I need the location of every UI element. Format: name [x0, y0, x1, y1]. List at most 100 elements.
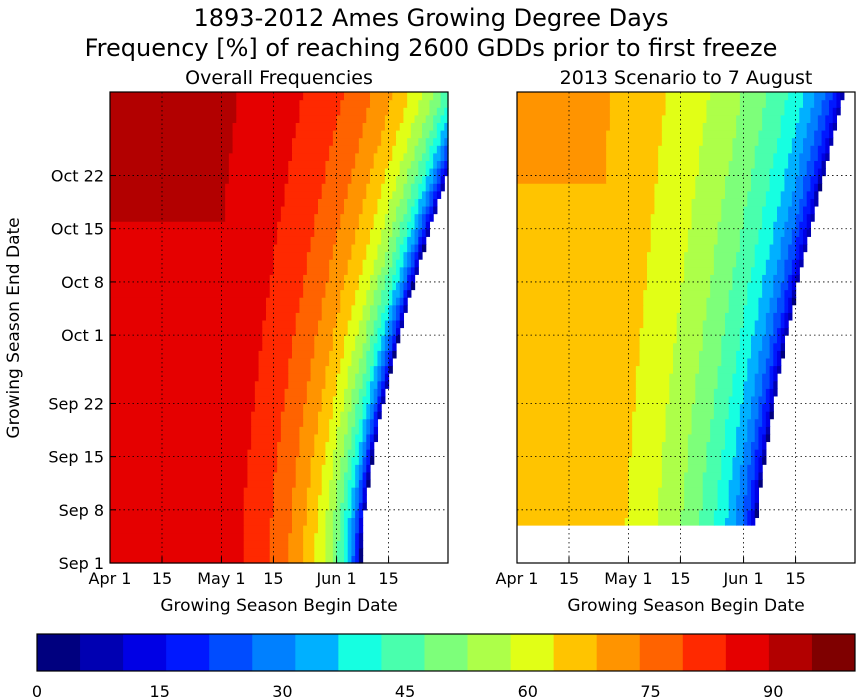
- colorbar-swatch: [639, 634, 684, 671]
- heatmap-cell: [373, 433, 379, 443]
- heatmap-cell: [821, 152, 826, 161]
- heatmap-cell: [747, 433, 756, 443]
- heatmap-cell: [517, 335, 641, 344]
- heatmap-cell: [732, 152, 756, 161]
- heatmap-cell: [814, 99, 823, 108]
- heatmap-cell: [803, 92, 815, 101]
- heatmap-cell: [425, 167, 431, 177]
- heatmap-cell: [777, 304, 786, 313]
- heatmap-cell: [784, 99, 804, 108]
- heatmap-cell: [829, 122, 834, 131]
- heatmap-cell: [725, 517, 737, 526]
- heatmap-cell: [702, 129, 737, 139]
- heatmap-cell: [762, 335, 771, 344]
- heatmap-cell: [810, 198, 815, 207]
- heatmap-cell: [803, 236, 808, 245]
- heatmap-cell: [691, 403, 715, 412]
- heatmap-cell: [754, 327, 767, 336]
- heatmap-cell: [606, 137, 663, 146]
- heatmap-cell: [295, 464, 312, 473]
- heatmap-cell: [370, 167, 386, 177]
- heatmap-cell: [407, 167, 419, 177]
- heatmap-cell: [661, 479, 685, 488]
- heatmap-cell: [821, 167, 826, 177]
- heatmap-cell: [699, 160, 730, 169]
- heatmap-cell: [110, 502, 245, 511]
- heatmap-cell: [396, 266, 401, 275]
- heatmap-cell: [318, 205, 345, 215]
- heatmap-cell: [658, 167, 700, 177]
- heatmap-cell: [758, 464, 763, 473]
- heatmap-cell: [332, 464, 341, 473]
- heatmap-cell: [388, 205, 397, 215]
- heatmap-cell: [332, 532, 341, 541]
- heatmap-cell: [258, 365, 289, 374]
- heatmap-cell: [517, 395, 637, 405]
- heatmap-cell: [784, 327, 789, 336]
- heatmap-cell: [310, 365, 327, 374]
- heatmap-cell: [292, 525, 304, 534]
- heatmap-cell: [736, 129, 760, 139]
- heatmap-cell: [325, 525, 334, 534]
- heatmap-cell: [762, 373, 771, 382]
- heatmap-cell: [765, 357, 774, 367]
- heatmap-cell: [669, 395, 696, 405]
- heatmap-cell: [758, 236, 774, 245]
- heatmap-cell: [258, 350, 293, 359]
- heatmap-cell: [517, 357, 641, 367]
- heatmap-cell: [288, 555, 304, 564]
- heatmap-cell: [810, 107, 823, 116]
- heatmap-cell: [370, 228, 382, 237]
- heatmap-cell: [410, 274, 416, 283]
- heatmap-cell: [288, 547, 304, 557]
- heatmap-cell: [676, 335, 704, 344]
- heatmap-cell: [388, 342, 393, 351]
- heatmap-cell: [306, 517, 319, 526]
- heatmap-cell: [743, 213, 763, 222]
- heatmap-cell: [110, 167, 230, 177]
- heatmap-cell: [732, 388, 745, 397]
- heatmap-cell: [751, 274, 763, 283]
- heatmap-cell: [362, 129, 382, 139]
- heatmap-cell: [306, 395, 323, 405]
- heatmap-cell: [739, 411, 752, 420]
- y-axis-label: Growing Season End Date: [4, 217, 24, 438]
- heatmap-cell: [754, 145, 778, 154]
- heatmap-cell: [517, 251, 648, 260]
- heatmap-cell: [784, 289, 793, 298]
- heatmap-cell: [366, 426, 371, 435]
- heatmap-cell: [254, 380, 289, 389]
- heatmap-cell: [717, 502, 730, 511]
- heatmap-cell: [440, 152, 445, 161]
- heatmap-cell: [747, 487, 752, 496]
- heatmap-cell: [110, 479, 249, 488]
- heatmap-cell: [310, 357, 330, 367]
- heatmap-cell: [110, 494, 245, 503]
- heatmap-cell: [355, 517, 360, 526]
- heatmap-cell: [288, 175, 327, 184]
- heatmap-cell: [743, 388, 756, 397]
- heatmap-cell: [410, 129, 423, 139]
- heatmap-cell: [791, 198, 800, 207]
- heatmap-cell: [110, 540, 245, 549]
- heatmap-cell: [314, 547, 327, 557]
- heatmap-cell: [769, 395, 774, 405]
- heatmap-cell: [517, 312, 644, 321]
- heatmap-cell: [351, 304, 364, 313]
- heatmap-cell: [676, 319, 704, 329]
- heatmap-cell: [355, 441, 360, 450]
- heatmap-cell: [110, 304, 267, 313]
- heatmap-cell: [355, 236, 371, 245]
- heatmap-cell: [110, 228, 278, 237]
- heatmap-cell: [803, 243, 808, 253]
- x-tick-label: 15: [785, 569, 805, 588]
- heatmap-cell: [517, 122, 611, 131]
- heatmap-cell: [747, 190, 767, 199]
- heatmap-cell: [355, 152, 375, 161]
- heatmap-cell: [243, 487, 275, 496]
- heatmap-cell: [743, 221, 763, 230]
- heatmap-cell: [684, 487, 704, 496]
- heatmap-cell: [803, 145, 812, 154]
- heatmap-cell: [377, 335, 382, 344]
- heatmap-cell: [347, 456, 353, 465]
